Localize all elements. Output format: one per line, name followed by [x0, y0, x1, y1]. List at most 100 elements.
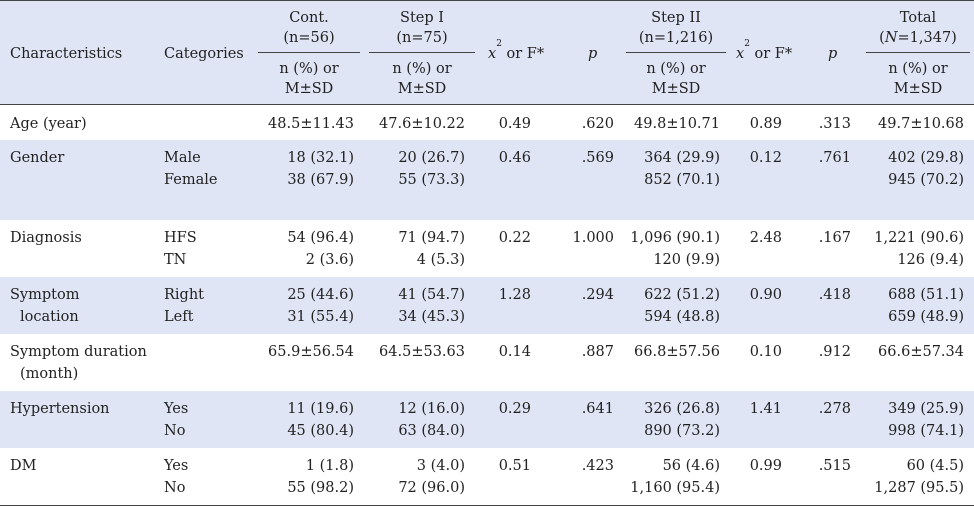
row-characteristic: Symptom duration: [10, 344, 147, 360]
row-category: HFS: [164, 230, 197, 246]
cell-total: 402 (29.8): [888, 150, 964, 166]
cell-step2: 890 (73.2): [644, 423, 720, 439]
header-p1: p: [588, 46, 598, 62]
cell-chi2: 0.90: [749, 287, 782, 303]
header-total-rule: [866, 52, 970, 53]
cell-step2: 594 (48.8): [644, 309, 720, 325]
cell-p1: .641: [581, 401, 614, 417]
cell-step2: 622 (51.2): [644, 287, 720, 303]
cell-total: 659 (48.9): [888, 309, 964, 325]
cell-total: 688 (51.1): [888, 287, 964, 303]
cell-step1: 34 (45.3): [398, 309, 465, 325]
cell-p1: .294: [581, 287, 614, 303]
header-cont-rule: [258, 52, 360, 53]
cell-total: 349 (25.9): [888, 401, 964, 417]
row-category: Yes: [164, 401, 189, 417]
header-cont-sub1: n (%) or: [279, 61, 339, 77]
header-step2: Step II: [651, 10, 701, 26]
cell-chi1: 0.22: [498, 230, 531, 246]
header-total: Total: [899, 10, 937, 26]
header-step1-sub2: M±SD: [397, 81, 447, 97]
row-category: TN: [164, 252, 187, 268]
cell-p2: .313: [818, 116, 851, 132]
row-characteristic: Hypertension: [10, 401, 110, 417]
row-characteristic: (month): [20, 366, 79, 382]
header-p2: p: [828, 46, 838, 62]
header-total-sub2: M±SD: [893, 81, 943, 97]
row-category: No: [164, 423, 186, 439]
cell-total: 1,287 (95.5): [874, 480, 964, 496]
table-bottom-rule: [0, 505, 974, 506]
table-header: Characteristics Categories Cont. (n=56) …: [0, 0, 974, 105]
header-total-sub1: n (%) or: [888, 61, 948, 77]
cell-step1: 63 (84.0): [398, 423, 465, 439]
cell-step2: 1,096 (90.1): [630, 230, 720, 246]
cell-cont: 45 (80.4): [287, 423, 354, 439]
cell-step1: 55 (73.3): [398, 172, 465, 188]
cell-chi2: 0.99: [749, 458, 782, 474]
row-characteristic: DM: [10, 458, 37, 474]
cell-chi1: 0.51: [498, 458, 531, 474]
header-step1-rule: [369, 52, 475, 53]
cell-p1: .887: [581, 344, 614, 360]
cell-chi1: 1.28: [498, 287, 531, 303]
row-category: No: [164, 480, 186, 496]
header-step2-rule: [626, 52, 726, 53]
header-step2-sub1: n (%) or: [646, 61, 706, 77]
table-row: Gender Male Female 18 (32.1) 38 (67.9) 2…: [0, 140, 974, 220]
cell-step2: 120 (9.9): [653, 252, 720, 268]
cell-chi2: 1.41: [749, 401, 782, 417]
cell-step2: 56 (4.6): [662, 458, 720, 474]
cell-step2: 852 (70.1): [644, 172, 720, 188]
header-cont-sub2: M±SD: [284, 81, 334, 97]
cell-p2: .418: [818, 287, 851, 303]
row-characteristic: location: [20, 309, 79, 325]
cell-p1: .569: [581, 150, 614, 166]
header-total-n: (N=1,347): [879, 30, 957, 46]
cell-cont: 55 (98.2): [287, 480, 354, 496]
header-categories: Categories: [164, 46, 244, 62]
cell-p2: .278: [818, 401, 851, 417]
header-step1-n: (n=75): [396, 30, 448, 46]
header-step1-sub1: n (%) or: [392, 61, 452, 77]
table-row: Hypertension Yes No 11 (19.6) 45 (80.4) …: [0, 391, 974, 448]
cell-step1: 4 (5.3): [416, 252, 465, 268]
header-step2-sub2: M±SD: [651, 81, 701, 97]
cell-chi2: 0.89: [749, 116, 782, 132]
cell-cont: 65.9±56.54: [268, 344, 354, 360]
cell-step2: 49.8±10.71: [634, 116, 720, 132]
cell-p2: .912: [818, 344, 851, 360]
cell-cont: 31 (55.4): [287, 309, 354, 325]
row-category: Male: [164, 150, 201, 166]
cell-step2: 364 (29.9): [644, 150, 720, 166]
cell-chi1: 0.29: [498, 401, 531, 417]
cell-cont: 1 (1.8): [305, 458, 354, 474]
cell-p2: .761: [818, 150, 851, 166]
cell-cont: 54 (96.4): [287, 230, 354, 246]
cell-cont: 18 (32.1): [287, 150, 354, 166]
row-category: Left: [164, 309, 194, 325]
table-row: Symptom location Right Left 25 (44.6) 31…: [0, 277, 974, 334]
header-cont-n: (n=56): [283, 30, 335, 46]
cell-total: 66.6±57.34: [878, 344, 964, 360]
cell-total: 126 (9.4): [897, 252, 964, 268]
cell-chi2: 0.12: [749, 150, 782, 166]
cell-total: 945 (70.2): [888, 172, 964, 188]
cell-step1: 64.5±53.63: [379, 344, 465, 360]
row-characteristic: Symptom: [10, 287, 80, 303]
cell-p1: 1.000: [572, 230, 614, 246]
cell-chi1: 0.46: [498, 150, 531, 166]
cell-cont: 2 (3.6): [305, 252, 354, 268]
cell-total: 60 (4.5): [906, 458, 964, 474]
cell-step2: 1,160 (95.4): [630, 480, 720, 496]
cell-cont: 48.5±11.43: [268, 116, 354, 132]
cell-step1: 12 (16.0): [398, 401, 465, 417]
cell-cont: 38 (67.9): [287, 172, 354, 188]
header-chi2: x2 or F*: [736, 39, 793, 62]
cell-p1: .620: [581, 116, 614, 132]
header-step2-n: (n=1,216): [638, 30, 714, 46]
header-chi1: x2 or F*: [488, 39, 545, 62]
cell-chi2: 2.48: [749, 230, 782, 246]
cell-step1: 72 (96.0): [398, 480, 465, 496]
row-category: Right: [164, 287, 205, 303]
